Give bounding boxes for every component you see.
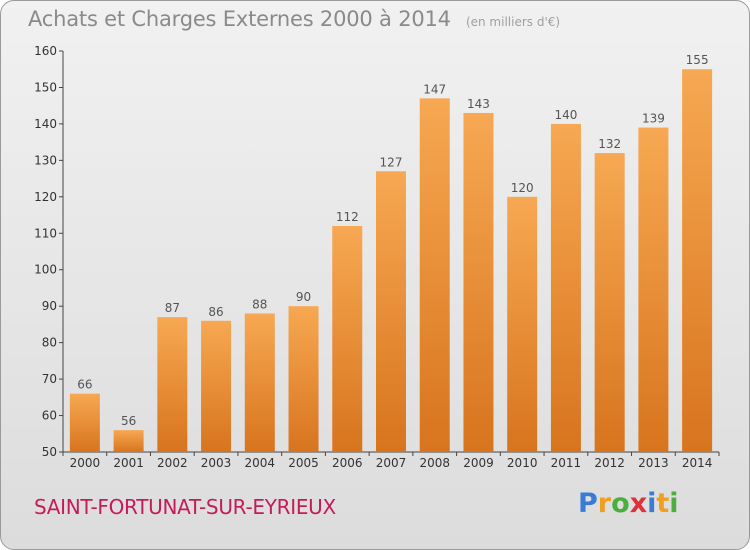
x-tick-label: 2013 — [638, 456, 669, 470]
y-tick-label: 140 — [34, 117, 57, 131]
y-tick-label: 110 — [34, 226, 57, 240]
x-tick-label: 2004 — [245, 456, 276, 470]
bar-value-label: 120 — [511, 181, 534, 195]
bar-value-label: 140 — [554, 108, 577, 122]
y-tick-label: 160 — [34, 44, 57, 58]
x-tick-label: 2009 — [463, 456, 494, 470]
y-tick-label: 90 — [42, 299, 57, 313]
x-tick-label: 2012 — [594, 456, 625, 470]
logo-letter: r — [597, 488, 612, 519]
bar-2007 — [376, 171, 406, 453]
bar-2000 — [69, 393, 100, 452]
bar-value-label: 66 — [77, 378, 92, 392]
x-tick-label: 2006 — [332, 456, 363, 470]
y-tick-label: 150 — [34, 80, 57, 94]
y-tick-label: 50 — [42, 445, 57, 459]
chart-title-row: Achats et Charges Externes 2000 à 2014 (… — [28, 7, 560, 31]
y-tick-label: 60 — [42, 409, 57, 423]
x-tick-label: 2003 — [201, 456, 232, 470]
bar-2008 — [419, 98, 450, 453]
bar-2010 — [507, 196, 538, 452]
proxiti-logo[interactable]: Proxiti — [578, 488, 679, 519]
bar-value-label: 87 — [165, 301, 180, 315]
bar-2003 — [201, 320, 232, 452]
bar-value-label: 90 — [296, 290, 311, 304]
bar-value-label: 56 — [121, 414, 136, 428]
bar-2013 — [638, 127, 669, 453]
bar-value-label: 132 — [598, 137, 621, 151]
bar-value-label: 86 — [208, 305, 223, 319]
bar-2002 — [157, 317, 188, 452]
bar-value-label: 143 — [467, 97, 490, 111]
x-tick-label: 2010 — [507, 456, 538, 470]
logo-letter: i — [669, 488, 679, 519]
bar-2014 — [682, 69, 713, 453]
bar-value-label: 88 — [252, 297, 267, 311]
x-tick-label: 2008 — [419, 456, 450, 470]
bar-value-label: 155 — [686, 53, 709, 67]
bar-value-label: 139 — [642, 112, 665, 126]
y-tick-label: 120 — [34, 190, 57, 204]
bar-value-label: 127 — [380, 155, 403, 169]
logo-letter: t — [656, 488, 670, 519]
bar-2005 — [288, 306, 319, 452]
y-tick-label: 70 — [42, 372, 57, 386]
x-tick-label: 2002 — [157, 456, 188, 470]
x-tick-label: 2014 — [682, 456, 713, 470]
chart-title: Achats et Charges Externes 2000 à 2014 — [28, 7, 451, 31]
logo-letter: o — [611, 488, 630, 519]
bar-2004 — [244, 313, 275, 452]
bar-2009 — [463, 112, 494, 453]
bar-2001 — [113, 430, 144, 452]
logo-letter: P — [578, 488, 598, 519]
bar-value-label: 112 — [336, 210, 359, 224]
x-tick-label: 2011 — [551, 456, 582, 470]
commune-name: SAINT-FORTUNAT-SUR-EYRIEUX — [34, 495, 336, 519]
chart-subtitle: (en milliers d'€) — [465, 15, 561, 29]
y-tick-label: 100 — [34, 263, 57, 277]
y-tick-label: 80 — [42, 336, 57, 350]
y-tick-label: 130 — [34, 153, 57, 167]
x-tick-label: 2001 — [113, 456, 144, 470]
bar-value-label: 147 — [423, 82, 446, 96]
bar-2006 — [332, 225, 363, 452]
bar-2011 — [550, 123, 581, 452]
x-tick-label: 2007 — [376, 456, 407, 470]
bar-2012 — [594, 153, 625, 452]
logo-letter: x — [629, 488, 648, 519]
x-tick-label: 2005 — [288, 456, 319, 470]
x-tick-label: 2000 — [70, 456, 101, 470]
logo-letter: i — [647, 488, 657, 519]
